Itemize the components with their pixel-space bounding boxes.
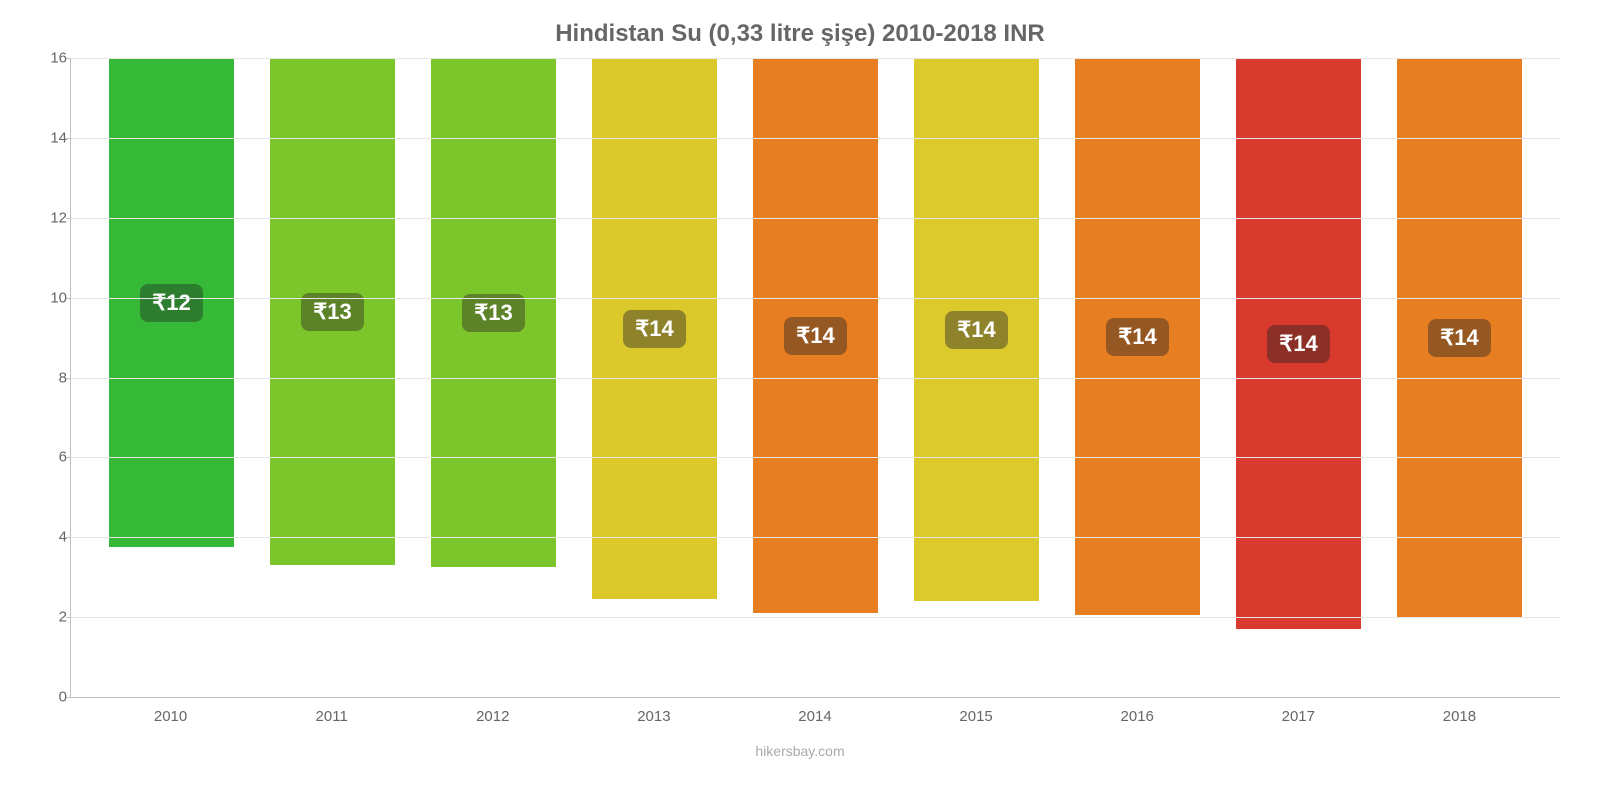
y-tick-label: 12: [37, 209, 67, 226]
bar-value-label: ₹14: [623, 310, 685, 348]
y-tick-label: 8: [37, 369, 67, 386]
grid-line: [71, 138, 1560, 139]
x-tick-label: 2011: [251, 698, 412, 725]
grid-line: [71, 298, 1560, 299]
grid-line: [71, 617, 1560, 618]
bar-value-label: ₹14: [1428, 319, 1490, 357]
chart-title: Hindistan Su (0,33 litre şişe) 2010-2018…: [30, 20, 1570, 48]
bar-value-label: ₹14: [1267, 325, 1329, 363]
source-label: hikersbay.com: [30, 743, 1570, 759]
bar-value-label: ₹14: [1106, 318, 1168, 356]
bar-value-label: ₹14: [945, 311, 1007, 349]
bar: ₹14: [592, 58, 718, 599]
bar: ₹13: [431, 58, 557, 567]
y-tick-mark: [66, 218, 71, 219]
y-tick-mark: [66, 298, 71, 299]
bar-value-label: ₹12: [140, 284, 202, 322]
bar: ₹12: [109, 58, 235, 547]
y-tick-mark: [66, 617, 71, 618]
chart-container: Hindistan Su (0,33 litre şişe) 2010-2018…: [0, 0, 1600, 800]
y-tick-mark: [66, 58, 71, 59]
bar: ₹14: [914, 58, 1040, 601]
y-tick-mark: [66, 537, 71, 538]
y-tick-label: 6: [37, 449, 67, 466]
y-tick-label: 0: [37, 689, 67, 706]
x-tick-label: 2014: [734, 698, 895, 725]
y-tick-mark: [66, 457, 71, 458]
y-tick-label: 10: [37, 289, 67, 306]
y-tick-mark: [66, 378, 71, 379]
bar: ₹13: [270, 58, 396, 565]
y-tick-label: 14: [37, 129, 67, 146]
x-tick-label: 2010: [90, 698, 251, 725]
x-tick-label: 2016: [1057, 698, 1218, 725]
grid-line: [71, 457, 1560, 458]
y-tick-label: 16: [37, 50, 67, 67]
bar: ₹14: [1075, 58, 1201, 615]
y-tick-label: 4: [37, 529, 67, 546]
grid-line: [71, 58, 1560, 59]
grid-line: [71, 537, 1560, 538]
x-tick-label: 2018: [1379, 698, 1540, 725]
y-tick-mark: [66, 138, 71, 139]
y-tick-label: 2: [37, 609, 67, 626]
bar: ₹14: [1397, 58, 1523, 617]
grid-line: [71, 218, 1560, 219]
plot-area: ₹12₹13₹13₹14₹14₹14₹14₹14₹14 024681012141…: [70, 58, 1560, 698]
grid-line: [71, 378, 1560, 379]
bar: ₹14: [1236, 58, 1362, 629]
x-tick-label: 2013: [573, 698, 734, 725]
x-tick-label: 2015: [896, 698, 1057, 725]
bar: ₹14: [753, 58, 879, 613]
x-tick-label: 2012: [412, 698, 573, 725]
bar-value-label: ₹13: [462, 294, 524, 332]
bar-value-label: ₹14: [784, 317, 846, 355]
x-axis-labels: 201020112012201320142015201620172018: [70, 698, 1560, 725]
x-tick-label: 2017: [1218, 698, 1379, 725]
